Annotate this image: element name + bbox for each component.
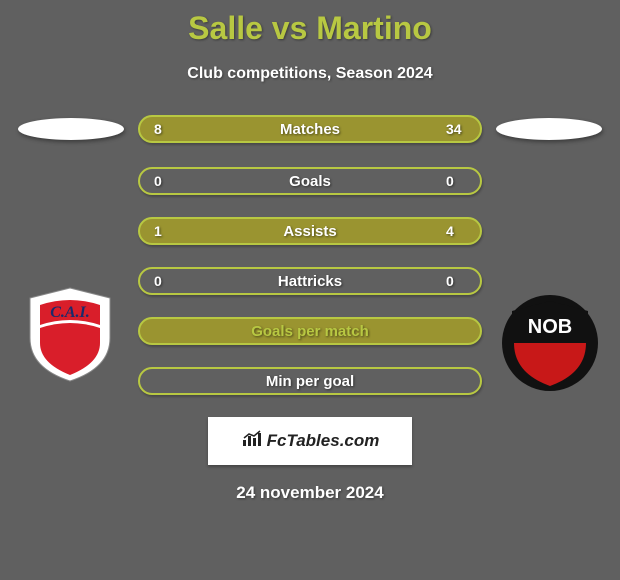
stats-container: 8 Matches 34 0 Goals 0 [0, 113, 620, 395]
chart-icon [241, 430, 263, 453]
stat-label: Matches [280, 121, 340, 138]
stat-value-right: 0 [446, 273, 466, 289]
stat-label: Hattricks [278, 273, 342, 290]
page-subtitle: Club competitions, Season 2024 [0, 65, 620, 83]
stat-value-right: 0 [446, 173, 466, 189]
stat-row: 0 Goals 0 [0, 167, 620, 195]
right-team-crest-icon: NOB [500, 293, 600, 393]
stat-label: Goals [289, 173, 331, 190]
stat-value-left: 1 [154, 223, 174, 239]
left-team-crest-icon: C.A.I. [20, 283, 120, 383]
crest-text: NOB [528, 316, 572, 338]
stat-pill-matches: 8 Matches 34 [138, 115, 482, 143]
stat-pill-goals: 0 Goals 0 [138, 167, 482, 195]
stat-label: Goals per match [251, 323, 369, 340]
stat-row: 1 Assists 4 [0, 217, 620, 245]
stat-pill-min-per-goal: Min per goal [138, 367, 482, 395]
stat-label: Assists [283, 223, 336, 240]
stat-label: Min per goal [266, 373, 354, 390]
stat-pill-goals-per-match: Goals per match [138, 317, 482, 345]
stat-pill-assists: 1 Assists 4 [138, 217, 482, 245]
right-ellipse-icon [494, 113, 604, 145]
stat-pill-hattricks: 0 Hattricks 0 [138, 267, 482, 295]
stat-value-left: 0 [154, 273, 174, 289]
stat-value-left: 8 [154, 121, 174, 137]
stat-row: 8 Matches 34 [0, 113, 620, 145]
crest-text: C.A.I. [50, 304, 90, 321]
footer-date: 24 november 2024 [0, 483, 620, 503]
stat-value-right: 34 [446, 121, 466, 137]
stat-value-left: 0 [154, 173, 174, 189]
left-ellipse-icon [16, 113, 126, 145]
page-title: Salle vs Martino [0, 0, 620, 47]
watermark-badge: FcTables.com [208, 417, 412, 465]
watermark-text: FcTables.com [267, 431, 380, 451]
stat-value-right: 4 [446, 223, 466, 239]
